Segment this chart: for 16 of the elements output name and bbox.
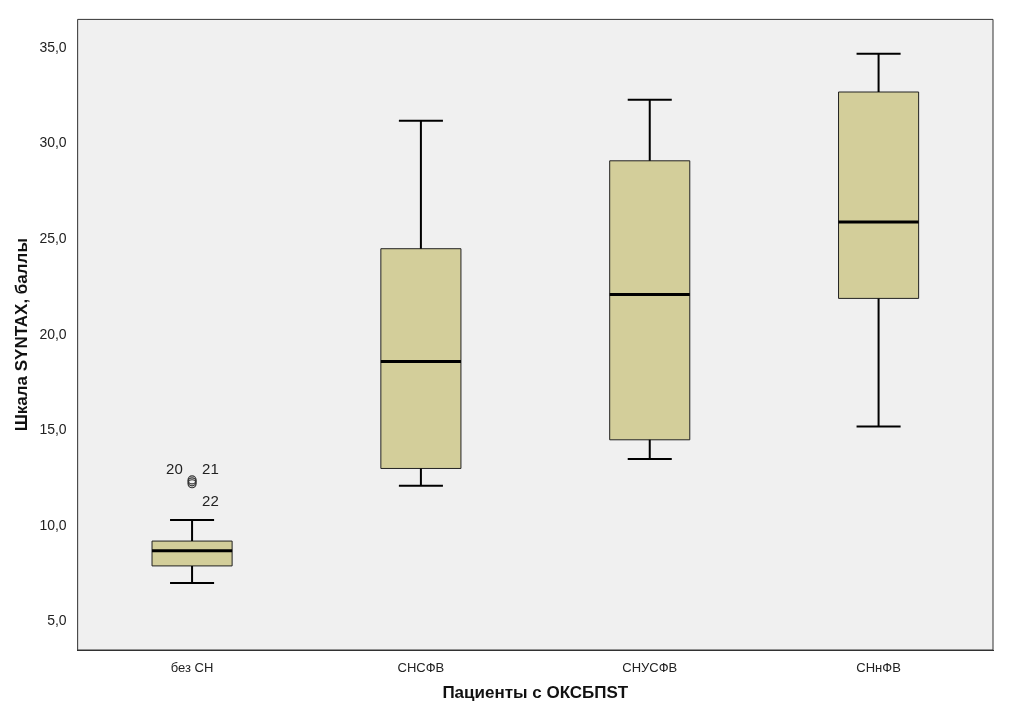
y-tick-label: 15,0	[39, 421, 67, 438]
x-tick-label: СНУСФВ	[622, 660, 678, 676]
y-tick-label: 5,0	[47, 612, 67, 629]
x-tick-label: СНСФВ	[397, 660, 445, 676]
annotation: 21	[202, 459, 219, 477]
y-tick-label: 20,0	[39, 325, 67, 342]
y-tick-label: 35,0	[39, 38, 67, 55]
y-tick-label: 10,0	[39, 516, 67, 533]
y-axis-title: Шкала SYNTAX, баллы	[11, 238, 31, 432]
x-axis-title: Пациенты с ОКСБПST	[442, 683, 629, 703]
x-tick-label: СНнФВ	[856, 660, 901, 676]
annotation: 20	[166, 459, 183, 477]
annotation: 22	[202, 491, 219, 509]
y-tick-label: 25,0	[39, 230, 67, 247]
x-tick-label: без СН	[170, 660, 214, 676]
y-tick-label: 30,0	[39, 134, 67, 151]
